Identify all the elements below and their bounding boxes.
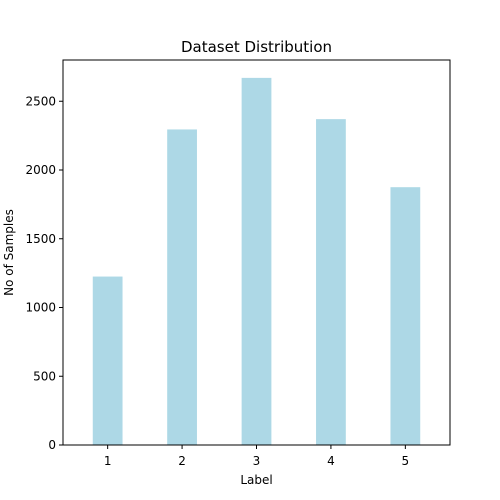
y-tick-label: 1000 bbox=[25, 301, 56, 315]
x-tick-label: 1 bbox=[104, 454, 112, 468]
bar-2 bbox=[167, 129, 197, 445]
bar-3 bbox=[242, 78, 272, 445]
bar-4 bbox=[316, 119, 346, 445]
chart-title: Dataset Distribution bbox=[181, 38, 332, 56]
y-axis-label: No of Samples bbox=[2, 209, 16, 296]
y-tick-label: 2500 bbox=[25, 94, 56, 108]
bar-1 bbox=[93, 277, 123, 445]
x-tick-label: 4 bbox=[327, 454, 335, 468]
x-tick-label: 2 bbox=[178, 454, 186, 468]
y-tick-label: 0 bbox=[48, 438, 56, 452]
bar-5 bbox=[390, 187, 420, 445]
x-tick-label: 3 bbox=[253, 454, 261, 468]
y-tick-label: 500 bbox=[33, 369, 56, 383]
x-tick-label: 5 bbox=[402, 454, 410, 468]
y-tick-label: 1500 bbox=[25, 232, 56, 246]
x-axis-label: Label bbox=[240, 473, 272, 487]
y-tick-label: 2000 bbox=[25, 163, 56, 177]
